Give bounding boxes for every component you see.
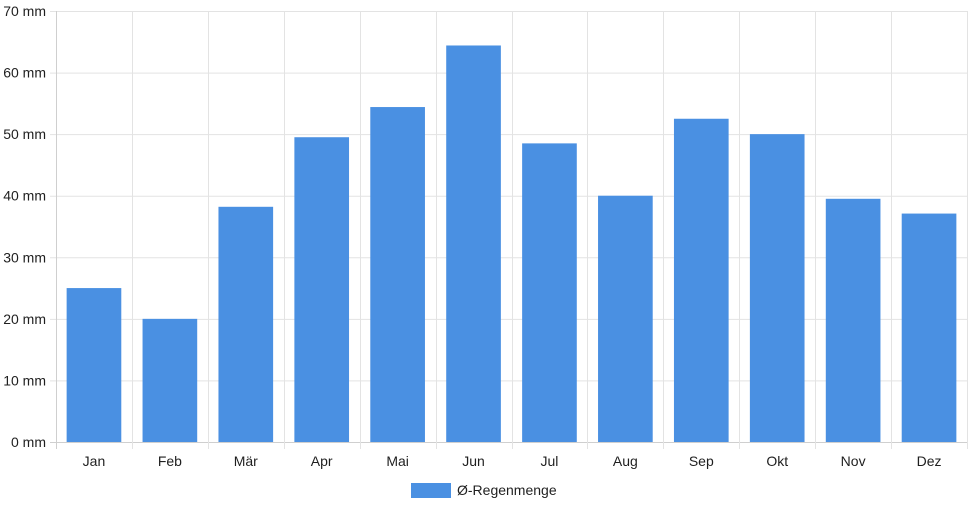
- x-tick-label: Aug: [613, 453, 638, 469]
- bar-aug: [598, 195, 653, 442]
- x-tick-label: Dez: [917, 453, 942, 469]
- y-tick-label: 30 mm: [3, 249, 46, 265]
- legend-label: Ø-Regenmenge: [457, 482, 557, 498]
- y-tick-label: 70 mm: [3, 3, 46, 19]
- x-tick-label: Jul: [541, 453, 559, 469]
- bar-sep: [673, 118, 729, 442]
- y-tick-label: 20 mm: [3, 311, 46, 327]
- legend: Ø-Regenmenge: [411, 482, 557, 498]
- y-tick-label: 40 mm: [3, 188, 46, 204]
- x-tick-label: Sep: [689, 453, 714, 469]
- x-tick-label: Nov: [841, 453, 866, 469]
- y-axis: 0 mm 10 mm 20 mm 30 mm 40 mm 50 mm 60 mm 70 mm: [3, 3, 46, 450]
- x-tick-label: Okt: [766, 453, 788, 469]
- x-tick-label: Jun: [462, 453, 485, 469]
- grid-lines: [50, 11, 968, 449]
- x-tick-label: Apr: [311, 453, 333, 469]
- y-tick-label: 50 mm: [3, 126, 46, 142]
- bar-apr: [294, 137, 350, 442]
- y-tick-label: 60 mm: [3, 65, 46, 81]
- x-tick-label: Mär: [234, 453, 258, 469]
- x-axis: Jan Feb Mär Apr Mai Jun Jul Aug Sep Okt Nov Dez: [83, 453, 942, 469]
- y-tick-label: 0 mm: [11, 434, 46, 450]
- bar-dez: [901, 213, 957, 442]
- bar-jan: [66, 288, 122, 442]
- bar-jul: [522, 143, 577, 442]
- x-tick-label: Feb: [158, 453, 182, 469]
- bar-mai: [370, 107, 425, 443]
- bar-nov: [825, 198, 881, 442]
- bar-mär: [218, 206, 274, 442]
- bar-okt: [749, 134, 805, 442]
- legend-swatch: [411, 483, 451, 498]
- x-tick-label: Jan: [83, 453, 106, 469]
- y-tick-label: 10 mm: [3, 372, 46, 388]
- bars: [66, 45, 957, 443]
- bar-feb: [142, 318, 198, 442]
- bar-jun: [446, 45, 501, 442]
- x-tick-label: Mai: [386, 453, 409, 469]
